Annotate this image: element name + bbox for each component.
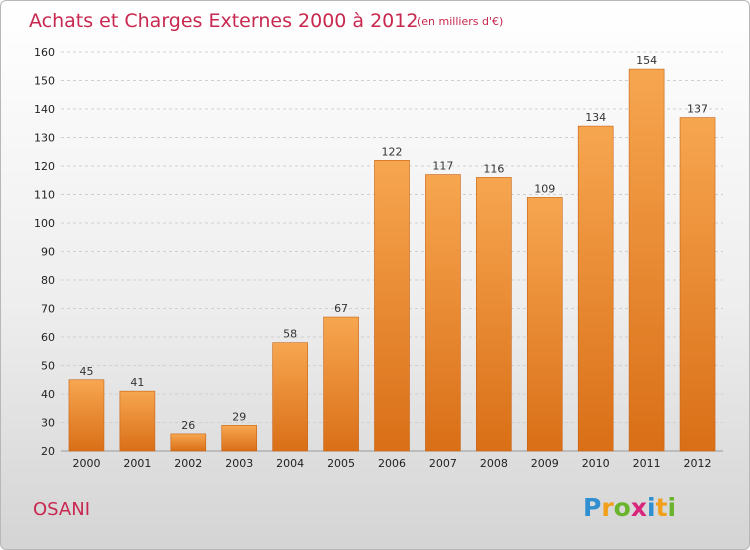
x-tick-label: 2005	[327, 457, 355, 470]
y-tick-label: 20	[41, 445, 55, 458]
x-tick-label: 2002	[174, 457, 202, 470]
y-tick-label: 80	[41, 274, 55, 287]
bar-2008	[476, 177, 512, 452]
x-tick-label: 2007	[429, 457, 457, 470]
logo-letter: x	[631, 493, 647, 522]
data-label: 67	[334, 302, 348, 315]
data-label: 58	[283, 328, 297, 341]
x-tick-label: 2008	[480, 457, 508, 470]
y-tick-label: 90	[41, 246, 55, 259]
data-label: 122	[382, 145, 403, 158]
y-tick-label: 110	[34, 189, 55, 202]
logo-letter: r	[601, 493, 614, 522]
x-tick-label: 2003	[225, 457, 253, 470]
y-tick-label: 160	[34, 46, 55, 59]
x-tick-label: 2011	[633, 457, 661, 470]
data-label: 45	[79, 365, 93, 378]
y-tick-label: 140	[34, 103, 55, 116]
bar-2007	[425, 174, 461, 452]
x-tick-label: 2009	[531, 457, 559, 470]
y-tick-label: 150	[34, 75, 55, 88]
y-axis: 20 30 40 50 60 70 80 90 100 110 120 130 140 150 160	[34, 46, 723, 458]
x-tick-label: 2010	[582, 457, 610, 470]
y-tick-label: 40	[41, 388, 55, 401]
data-label: 109	[534, 182, 555, 195]
x-tick-label: 2000	[72, 457, 100, 470]
bar-2001	[119, 390, 156, 452]
logo-letter: o	[614, 493, 631, 522]
bar-2003	[221, 425, 258, 452]
bar-2002	[170, 433, 207, 452]
x-tick-label: 2001	[123, 457, 151, 470]
logo-letter: t	[656, 493, 668, 522]
x-tick-label: 2004	[276, 457, 304, 470]
bar-2012	[679, 117, 716, 452]
data-label: 116	[483, 162, 504, 175]
y-tick-label: 30	[41, 417, 55, 430]
data-label: 137	[687, 103, 708, 116]
y-tick-label: 60	[41, 331, 55, 344]
y-tick-label: 50	[41, 360, 55, 373]
bar-2009	[526, 197, 563, 452]
data-label: 26	[181, 419, 195, 432]
logo-letter: P	[583, 493, 601, 522]
data-label: 134	[585, 111, 606, 124]
bar-2005	[323, 316, 359, 452]
proxiti-logo: Proxiti	[583, 493, 676, 522]
x-axis: 2000 2001 2002 2003 2004 2005 2006 2007 2008 2009…	[72, 457, 711, 470]
y-tick-label: 100	[34, 217, 55, 230]
chart-subtitle: (en milliers d'€)	[417, 15, 503, 28]
y-tick-label: 130	[34, 132, 55, 145]
data-label: 117	[432, 160, 453, 173]
y-tick-label: 70	[41, 303, 55, 316]
commune-name: OSANI	[33, 499, 90, 520]
data-label: 41	[130, 376, 144, 389]
bar-2006	[374, 160, 410, 452]
logo-letter: i	[647, 493, 656, 522]
logo-letter: i	[668, 493, 677, 522]
bar-2000	[68, 379, 105, 452]
y-tick-label: 120	[34, 160, 55, 173]
data-label: 154	[636, 54, 657, 67]
data-label: 29	[232, 410, 246, 423]
chart-title: Achats et Charges Externes 2000 à 2012	[29, 10, 418, 32]
bars: 45 41 26 29 58 67 122 117 116 109 134 154 137	[68, 54, 716, 452]
bar-2011	[628, 68, 665, 452]
bar-2010	[577, 125, 614, 452]
x-tick-label: 2012	[684, 457, 712, 470]
x-tick-label: 2006	[378, 457, 406, 470]
bar-2004	[272, 342, 308, 452]
